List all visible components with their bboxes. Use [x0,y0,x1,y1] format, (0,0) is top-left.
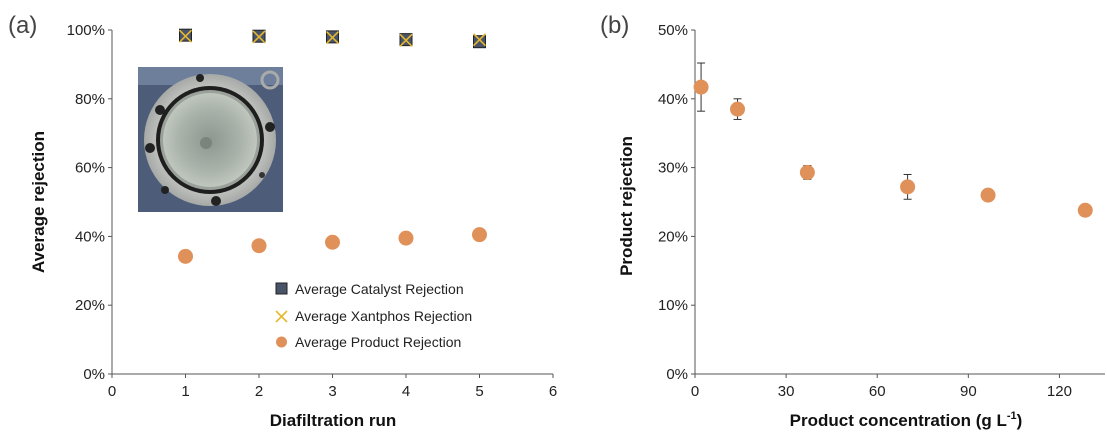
x-tick-label: 3 [328,383,336,400]
x-axis-title-a: Diafiltration run [270,411,397,430]
x-tick-label: 90 [960,383,977,400]
y-axis-title-a: Average rejection [29,131,48,273]
xantphos-point [325,31,340,45]
y-tick-label: 80% [75,91,105,108]
legend-swatch-xantphos [275,310,288,323]
x-tick-label: 5 [475,383,483,400]
x-tick-label: 4 [402,383,410,400]
x-tick-label: 1 [181,383,189,400]
panel-b: (b) 0% 10% 20% 30% 40% 50% 0 30 60 90 120 Product … [600,12,1105,430]
y-tick-label: 10% [658,297,688,314]
x-axis-title-b-suffix: ) [1017,411,1023,430]
xantphos-point [252,30,266,44]
x-tick-label: 0 [108,383,116,400]
xantphos-point [472,33,487,47]
axes-a: 0% 20% 40% 60% 80% 100% 0 1 2 3 4 5 6 [67,22,558,400]
x-tick-label: 2 [255,383,263,400]
y-tick-label: 50% [658,22,688,39]
y-tick-label: 20% [658,228,688,245]
x-tick-label: 0 [691,383,699,400]
y-tick-label: 60% [75,160,105,177]
product-point [693,79,709,95]
legend-swatch-catalyst [275,282,288,295]
xantphos-point [178,29,193,43]
catalyst-point [473,35,486,49]
product-point [472,227,487,243]
x-axis-title-b-superscript: -1 [1007,410,1017,422]
marks-b [693,62,1093,218]
legend-label-xantphos: Average Xantphos Rejection [295,308,472,324]
product-point [980,187,996,203]
product-point [251,238,267,254]
legend-label-product: Average Product Rejection [295,334,461,350]
legend-label-catalyst: Average Catalyst Rejection [295,281,464,297]
product-point [398,230,414,246]
y-tick-label: 40% [75,228,105,245]
x-tick-label: 6 [549,383,557,400]
legend-a: Average Catalyst Rejection Average Xantp… [275,281,472,350]
product-point [730,101,746,117]
y-tick-label: 30% [658,160,688,177]
panel-a: (a) [8,12,557,430]
xantphos-point [399,33,413,47]
x-axis-title-b: Product concentration (g L-1) [790,410,1023,430]
product-point [178,248,193,264]
x-tick-label: 120 [1047,383,1072,400]
product-point [1077,202,1093,218]
axes-b: 0% 10% 20% 30% 40% 50% 0 30 60 90 120 [658,22,1105,400]
product-point [900,179,916,195]
inset-photo [138,67,283,212]
x-axis-title-b-main: Product concentration (g L [790,411,1007,430]
marks-a [178,28,487,264]
x-tick-label: 60 [869,383,886,400]
y-axis-title-b: Product rejection [617,136,636,276]
y-tick-label: 40% [658,91,688,108]
y-tick-label: 20% [75,297,105,314]
y-tick-label: 0% [666,366,688,383]
y-tick-label: 100% [67,22,105,39]
product-point [799,164,815,180]
product-point [325,234,340,250]
x-tick-label: 30 [778,383,795,400]
legend-swatch-product [276,336,287,348]
panel-a-letter: (a) [8,12,37,39]
panel-b-letter: (b) [600,12,629,39]
y-tick-label: 0% [83,366,105,383]
